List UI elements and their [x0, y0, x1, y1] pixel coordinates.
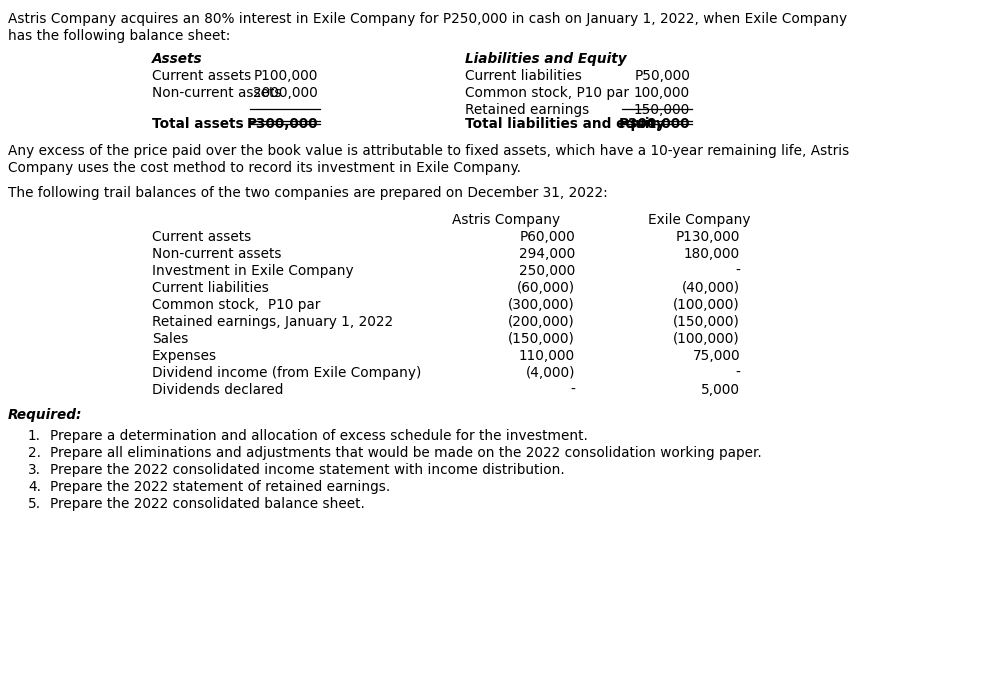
Text: (200,000): (200,000)	[508, 315, 575, 329]
Text: Current assets: Current assets	[152, 230, 251, 244]
Text: 5.: 5.	[28, 497, 41, 511]
Text: 150,000: 150,000	[634, 103, 690, 117]
Text: Prepare all eliminations and adjustments that would be made on the 2022 consolid: Prepare all eliminations and adjustments…	[50, 446, 761, 460]
Text: (150,000): (150,000)	[508, 332, 575, 346]
Text: Prepare a determination and allocation of excess schedule for the investment.: Prepare a determination and allocation o…	[50, 429, 587, 443]
Text: (100,000): (100,000)	[673, 298, 740, 312]
Text: Astris Company acquires an 80% interest in Exile Company for P250,000 in cash on: Astris Company acquires an 80% interest …	[8, 12, 847, 26]
Text: 250,000: 250,000	[519, 264, 575, 278]
Text: (60,000): (60,000)	[517, 281, 575, 295]
Text: Company uses the cost method to record its investment in Exile Company.: Company uses the cost method to record i…	[8, 161, 521, 175]
Text: 4.: 4.	[28, 480, 41, 494]
Text: P300,000: P300,000	[247, 117, 318, 131]
Text: Common stock, P10 par: Common stock, P10 par	[465, 86, 629, 100]
Text: Retained earnings: Retained earnings	[465, 103, 589, 117]
Text: 294,000: 294,000	[519, 247, 575, 261]
Text: Current liabilities: Current liabilities	[152, 281, 268, 295]
Text: (40,000): (40,000)	[682, 281, 740, 295]
Text: (4,000): (4,000)	[526, 366, 575, 380]
Text: Prepare the 2022 consolidated balance sheet.: Prepare the 2022 consolidated balance sh…	[50, 497, 365, 511]
Text: Total assets: Total assets	[152, 117, 244, 131]
Text: P300,000: P300,000	[618, 117, 690, 131]
Text: The following trail balances of the two companies are prepared on December 31, 2: The following trail balances of the two …	[8, 186, 607, 200]
Text: 110,000: 110,000	[519, 349, 575, 363]
Text: 75,000: 75,000	[693, 349, 740, 363]
Text: Prepare the 2022 statement of retained earnings.: Prepare the 2022 statement of retained e…	[50, 480, 391, 494]
Text: P50,000: P50,000	[634, 69, 690, 83]
Text: (300,000): (300,000)	[508, 298, 575, 312]
Text: Retained earnings, January 1, 2022: Retained earnings, January 1, 2022	[152, 315, 393, 329]
Text: Common stock,  P10 par: Common stock, P10 par	[152, 298, 320, 312]
Text: -: -	[571, 383, 575, 397]
Text: 2000,000: 2000,000	[253, 86, 318, 100]
Text: P100,000: P100,000	[253, 69, 318, 83]
Text: Sales: Sales	[152, 332, 189, 346]
Text: Assets: Assets	[152, 52, 203, 66]
Text: (150,000): (150,000)	[673, 315, 740, 329]
Text: Liabilities and Equity: Liabilities and Equity	[465, 52, 626, 66]
Text: P60,000: P60,000	[519, 230, 575, 244]
Text: (100,000): (100,000)	[673, 332, 740, 346]
Text: 1.: 1.	[28, 429, 41, 443]
Text: Investment in Exile Company: Investment in Exile Company	[152, 264, 354, 278]
Text: Dividend income (from Exile Company): Dividend income (from Exile Company)	[152, 366, 421, 380]
Text: -: -	[736, 264, 740, 278]
Text: Astris Company: Astris Company	[452, 213, 560, 227]
Text: 5,000: 5,000	[701, 383, 740, 397]
Text: Non-current assets: Non-current assets	[152, 247, 281, 261]
Text: Prepare the 2022 consolidated income statement with income distribution.: Prepare the 2022 consolidated income sta…	[50, 463, 565, 477]
Text: Current assets: Current assets	[152, 69, 251, 83]
Text: Exile Company: Exile Company	[647, 213, 750, 227]
Text: Total liabilities and equity: Total liabilities and equity	[465, 117, 665, 131]
Text: Dividends declared: Dividends declared	[152, 383, 283, 397]
Text: P130,000: P130,000	[676, 230, 740, 244]
Text: Any excess of the price paid over the book value is attributable to fixed assets: Any excess of the price paid over the bo…	[8, 144, 849, 158]
Text: Expenses: Expenses	[152, 349, 217, 363]
Text: Non-current assets: Non-current assets	[152, 86, 281, 100]
Text: Current liabilities: Current liabilities	[465, 69, 581, 83]
Text: -: -	[736, 366, 740, 380]
Text: 2.: 2.	[28, 446, 41, 460]
Text: has the following balance sheet:: has the following balance sheet:	[8, 29, 231, 43]
Text: 180,000: 180,000	[684, 247, 740, 261]
Text: 3.: 3.	[28, 463, 41, 477]
Text: 100,000: 100,000	[634, 86, 690, 100]
Text: Required:: Required:	[8, 408, 83, 422]
